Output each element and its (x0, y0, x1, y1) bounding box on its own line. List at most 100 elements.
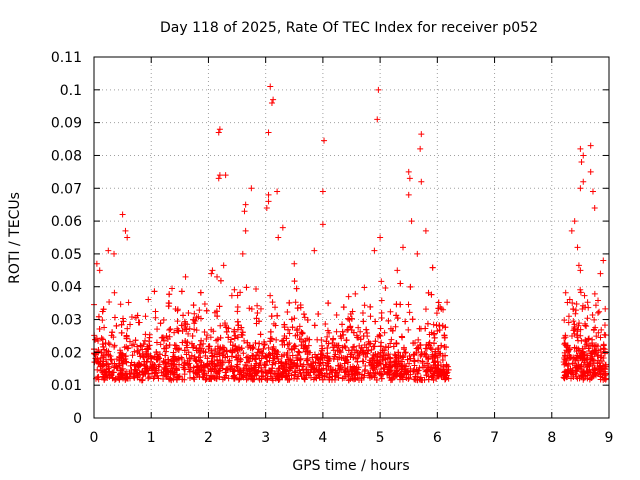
data-point (123, 374, 130, 381)
data-point (393, 340, 400, 347)
data-point (392, 358, 399, 365)
data-point (335, 342, 342, 349)
data-point (387, 308, 394, 315)
data-point (99, 336, 106, 343)
data-point (171, 329, 178, 336)
data-point (103, 366, 110, 373)
data-point (197, 315, 204, 322)
x-tick-label: 9 (605, 430, 614, 446)
data-point (293, 327, 300, 334)
data-point (256, 340, 263, 347)
data-point (192, 318, 199, 325)
data-point (214, 336, 221, 343)
data-point (600, 354, 607, 361)
data-point (584, 299, 591, 306)
data-point (211, 361, 218, 368)
x-tick-label: 2 (204, 430, 213, 446)
data-point (249, 344, 256, 351)
data-point (286, 376, 293, 383)
data-point (96, 326, 103, 333)
data-point (402, 350, 409, 357)
data-point (581, 292, 588, 299)
data-point (575, 322, 582, 329)
data-point (404, 368, 411, 375)
data-point (562, 332, 569, 339)
data-point (378, 297, 385, 304)
data-point (438, 368, 445, 375)
y-axis-label: ROTI / TECUs (7, 192, 23, 284)
data-point (361, 284, 368, 291)
data-point (566, 345, 573, 352)
data-point (134, 312, 141, 319)
data-point (278, 353, 285, 360)
data-point (227, 338, 234, 345)
data-point (186, 325, 193, 332)
data-point (576, 320, 583, 327)
y-tick-label: 0.1 (60, 83, 82, 99)
data-point (231, 286, 238, 293)
data-point (156, 351, 163, 358)
data-point (108, 372, 115, 379)
data-point (170, 349, 177, 356)
data-point (217, 334, 224, 341)
data-point (579, 369, 586, 376)
data-point (572, 307, 579, 314)
data-point (293, 285, 300, 292)
data-point (172, 342, 179, 349)
y-tick-label: 0.08 (51, 148, 82, 164)
data-point (600, 345, 607, 352)
data-point (571, 360, 578, 367)
data-point (206, 343, 213, 350)
data-point (378, 314, 385, 321)
data-point (124, 345, 131, 352)
y-tick-label: 0 (73, 411, 82, 427)
data-point (291, 371, 298, 378)
data-point (154, 326, 161, 333)
data-point (433, 322, 440, 329)
data-point (129, 352, 136, 359)
data-point (321, 373, 328, 380)
data-point (137, 362, 144, 369)
data-point (267, 370, 274, 377)
data-point (264, 376, 271, 383)
data-point (231, 375, 238, 382)
data-point (577, 332, 584, 339)
data-point (577, 185, 584, 192)
data-point (246, 358, 253, 365)
data-point (134, 349, 141, 356)
data-point (195, 354, 202, 361)
data-point (397, 301, 404, 308)
data-point (354, 358, 361, 365)
data-point (398, 333, 405, 340)
data-point (343, 356, 350, 363)
data-point (178, 322, 185, 329)
data-point (216, 367, 223, 374)
data-point (242, 227, 249, 234)
data-point (216, 126, 223, 133)
data-point (585, 336, 592, 343)
data-point (267, 292, 274, 299)
data-point (367, 303, 374, 310)
data-point (272, 360, 279, 367)
data-point (333, 328, 340, 335)
data-point (348, 315, 355, 322)
data-point (336, 365, 343, 372)
data-point (406, 352, 413, 359)
data-point (430, 321, 437, 328)
data-point (154, 356, 161, 363)
data-point (445, 366, 452, 373)
data-point (173, 365, 180, 372)
data-point (562, 371, 569, 378)
data-point (426, 339, 433, 346)
data-point (223, 372, 230, 379)
data-point (561, 317, 568, 324)
data-point (318, 336, 325, 343)
data-point (163, 371, 170, 378)
data-point (257, 305, 264, 312)
data-point (583, 323, 590, 330)
data-point (387, 355, 394, 362)
data-point (336, 347, 343, 354)
data-point (119, 351, 126, 358)
data-point (373, 362, 380, 369)
data-point (135, 363, 142, 370)
